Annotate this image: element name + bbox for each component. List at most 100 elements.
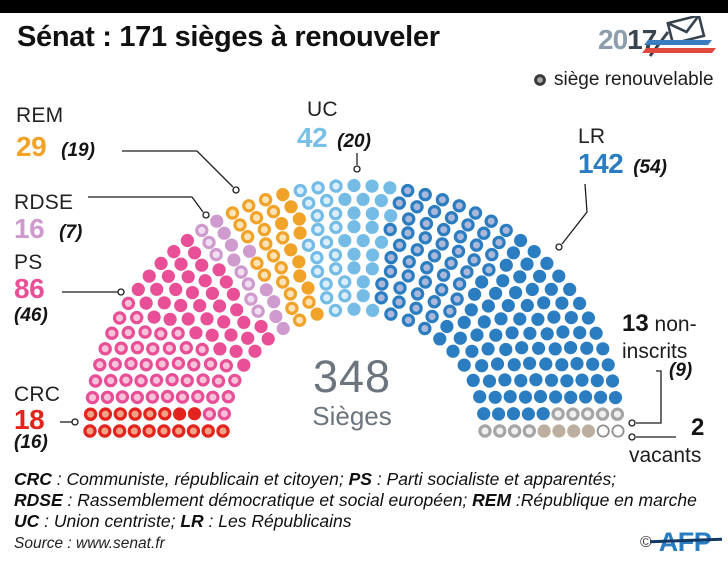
seat-rdse: [242, 244, 257, 258]
seat-lr: [508, 286, 523, 300]
seat-ps-renewable: [179, 341, 193, 355]
crc-leader-marker: [71, 418, 79, 426]
seat-crc-renewable: [158, 407, 172, 421]
seat-uc-renewable: [329, 179, 343, 193]
crc-renewable: (16): [14, 432, 48, 453]
seat-lr: [575, 373, 589, 387]
uc-renewable: (20): [337, 131, 371, 152]
seat-lr-renewable: [452, 199, 466, 213]
seat-lr: [552, 269, 566, 283]
rem-leader-marker: [232, 186, 240, 194]
seat-uc-renewable: [311, 181, 325, 195]
seat-ps-renewable: [88, 374, 103, 388]
seat-uc-renewable: [310, 250, 324, 265]
seat-lr-renewable: [375, 277, 389, 291]
legend-renewable: siège renouvelable: [533, 69, 714, 91]
lr-renewable: (54): [633, 157, 668, 178]
seat-ps-renewable: [165, 373, 179, 387]
seat-lr: [481, 299, 495, 313]
seat-uc: [365, 262, 379, 276]
seat-rem-renewable: [266, 204, 281, 219]
seat-ps-renewable: [124, 356, 138, 371]
seat-lr-renewable: [451, 244, 466, 258]
non-inscrits-leader-marker: [628, 419, 636, 427]
seat-rem: [292, 255, 306, 269]
election-2017-badge: 2017: [598, 16, 728, 68]
seat-ps-renewable: [146, 342, 160, 356]
seat-lr: [605, 374, 620, 388]
seat-ps: [254, 319, 268, 334]
ni-seats: 13: [622, 310, 649, 337]
seat-lr: [520, 257, 534, 271]
seat-ps-renewable: [187, 358, 201, 372]
seat-lr: [601, 358, 615, 372]
seat-ni: [552, 424, 566, 438]
seat-lr: [506, 246, 520, 260]
ps-value-row: 86: [14, 273, 45, 305]
seat-lr-renewable: [484, 214, 498, 228]
rdse-leader-marker: [202, 211, 210, 219]
seat-lr: [457, 358, 471, 372]
seat-uc-renewable: [328, 206, 343, 221]
seat-lr-renewable: [401, 313, 416, 327]
seat-rdse-renewable: [241, 277, 256, 291]
seat-lr: [564, 341, 578, 355]
vacants-count: 2: [691, 414, 705, 441]
seat-crc-renewable: [98, 407, 113, 421]
seat-ps-renewable: [196, 373, 210, 387]
seat-ps-renewable: [103, 373, 118, 388]
page-title: Sénat : 171 sièges à renouveler: [17, 21, 440, 53]
seat-lr-renewable: [401, 183, 415, 198]
seat-lr: [464, 303, 478, 317]
seat-uc: [383, 181, 397, 195]
seat-uc: [366, 248, 380, 262]
seat-lr-renewable: [383, 264, 398, 279]
seat-uc-renewable: [328, 248, 343, 262]
seat-uc: [374, 194, 388, 208]
seat-lr-renewable: [401, 269, 415, 283]
seat-ps: [224, 328, 238, 342]
seat-lr: [440, 319, 454, 334]
seat-rdse-renewable: [234, 265, 248, 279]
ps-seats: 86: [14, 273, 45, 304]
seat-ps: [161, 269, 175, 283]
seat-lr: [544, 373, 559, 387]
seat-lr-renewable: [410, 243, 424, 257]
ni-label-part2: inscrits: [622, 340, 688, 363]
seat-lr: [539, 357, 553, 371]
seat-rem-renewable: [257, 268, 272, 282]
seat-ps-renewable: [154, 327, 168, 341]
seat-lr: [477, 407, 491, 421]
seat-lr: [544, 282, 558, 296]
seat-crc-renewable: [157, 424, 171, 438]
seat-ni-renewable: [507, 424, 522, 438]
seat-uc-renewable: [302, 196, 316, 210]
seat-ps: [205, 286, 219, 300]
seat-lr-renewable: [383, 222, 397, 237]
seat-lr: [514, 374, 528, 388]
rdse-label: RDSE: [14, 191, 74, 214]
seat-ps: [147, 310, 161, 324]
seat-rdse: [210, 214, 224, 228]
seat-ps-renewable: [134, 374, 148, 388]
seat-rem: [284, 243, 298, 257]
seat-crc-renewable: [201, 424, 215, 438]
seat-lr-renewable: [418, 187, 432, 202]
vacants-leader-marker: [628, 433, 636, 441]
seat-lr-renewable: [418, 231, 432, 245]
seat-ps: [167, 245, 181, 259]
seat-ni-renewable: [566, 407, 580, 421]
seat-ps: [212, 263, 226, 277]
seat-ni-renewable: [551, 407, 565, 421]
rdse-leader-line: [88, 196, 204, 213]
seat-ps: [188, 246, 202, 260]
seat-lr: [501, 299, 515, 313]
seat-crc: [187, 407, 202, 421]
seat-uc: [356, 234, 370, 248]
seat-lr-renewable: [420, 261, 434, 275]
seat-vacant: [611, 424, 625, 438]
ps-label: PS: [14, 251, 43, 274]
seat-lr: [446, 344, 460, 358]
seat-rem: [275, 217, 289, 231]
rem-seats: 29: [16, 131, 47, 162]
